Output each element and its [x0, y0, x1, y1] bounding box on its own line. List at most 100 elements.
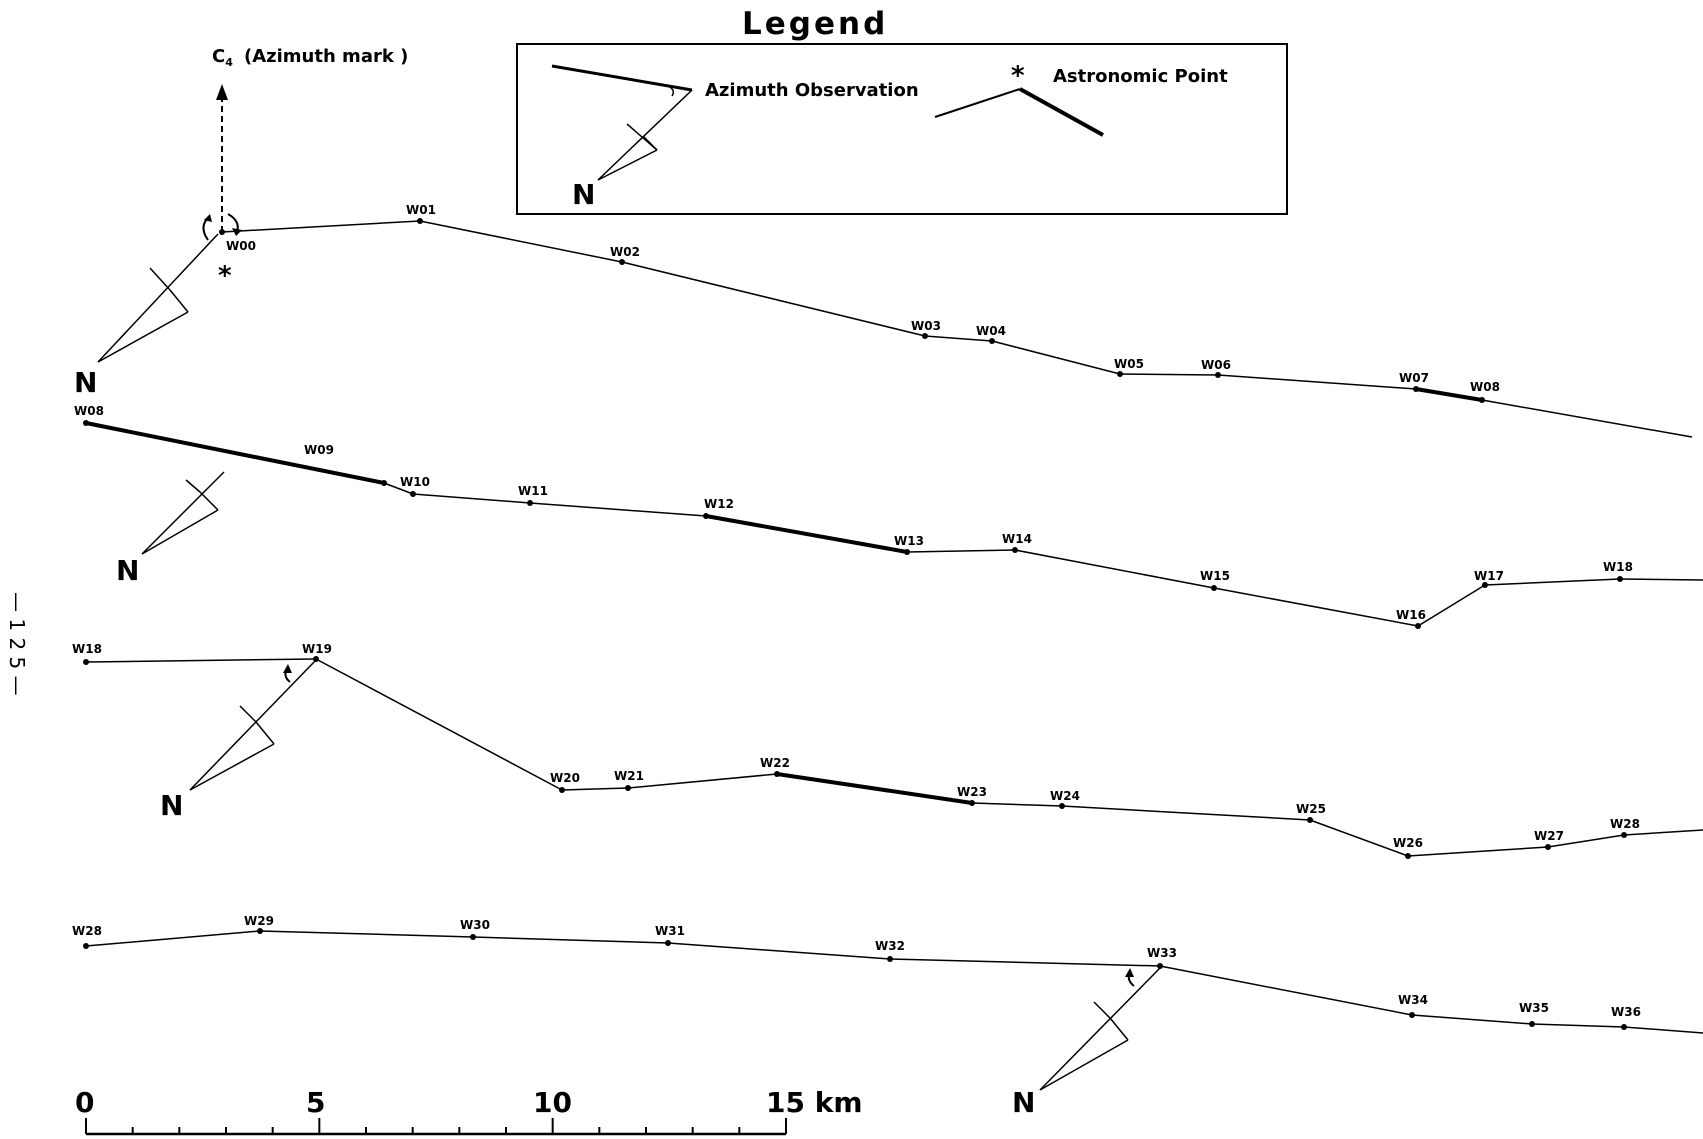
astronomic-point-symbol [934, 87, 1104, 137]
traverse-row-2: W08 W09 W10 W11 W12 W13 W14 W15 W16 W17 W18 [74, 404, 1703, 629]
azimuth-observation-symbol [551, 64, 693, 181]
traverse-segment [1061, 805, 1311, 821]
station-label: W08 [74, 404, 104, 418]
north-letter: N [160, 789, 183, 822]
north-letter: N [1012, 1086, 1035, 1119]
traverse-segment [1623, 1026, 1703, 1034]
legend-title: Legend [742, 6, 888, 42]
station-point [1621, 832, 1627, 838]
station-label: W15 [1200, 569, 1230, 583]
traverse-segment [85, 930, 261, 947]
station-point [774, 771, 780, 777]
page-number: — 1 2 5 — [5, 592, 29, 696]
station-point [1012, 547, 1018, 553]
station-label: W22 [760, 756, 790, 770]
station-point [1415, 623, 1421, 629]
traverse-segment [1213, 587, 1419, 627]
traverse-segment [667, 942, 891, 960]
scale-label-5: 5 [306, 1086, 325, 1119]
scale-bar: 0 5 10 15 km [75, 1086, 863, 1136]
station-label: W02 [610, 245, 640, 259]
arrow-icon [204, 214, 212, 222]
station-label: W31 [655, 924, 685, 938]
scale-label-0: 0 [75, 1086, 94, 1119]
station-point [1405, 853, 1411, 859]
station-point [887, 956, 893, 962]
station-label: W21 [614, 769, 644, 783]
traverse-segment [1531, 1023, 1625, 1028]
traverse-row-3: W18 W19 W20 W21 W22 W23 W24 W25 W26 W27 W28 [72, 642, 1703, 859]
traverse-segment [889, 958, 1161, 967]
station-point [1529, 1021, 1535, 1027]
station-label: W30 [460, 918, 490, 932]
station-label: W16 [1396, 608, 1426, 622]
station-point [1621, 1024, 1627, 1030]
traverse-segment [627, 773, 778, 789]
station-point [1117, 371, 1123, 377]
station-label: W28 [72, 924, 102, 938]
station-label: W29 [244, 914, 274, 928]
traverse-segment [906, 549, 1016, 553]
station-point [1479, 397, 1485, 403]
station-label: W19 [302, 642, 332, 656]
traverse-row-1: W00 W01 W02 W03 W04 W05 W06 W07 W08 [219, 203, 1693, 438]
traverse-segment [621, 261, 926, 337]
station-point [969, 800, 975, 806]
traverse-segment [1407, 846, 1549, 857]
arrow-icon [232, 228, 242, 236]
station-label: W01 [406, 203, 436, 217]
station-point [619, 259, 625, 265]
traverse-segment [1309, 819, 1409, 857]
scale-label-15: 15 km [766, 1086, 863, 1119]
station-point [1211, 585, 1217, 591]
traverse-segment [1417, 584, 1486, 627]
legend: Legend N Azimuth Observation * Astronomi… [516, 6, 1288, 215]
traverse-segment [315, 658, 563, 791]
station-point [703, 513, 709, 519]
azimuth-mark-letter: C4 [212, 46, 233, 69]
station-label: W27 [1534, 829, 1564, 843]
station-point [625, 785, 631, 791]
arrow-icon [283, 664, 292, 673]
station-label: W04 [976, 324, 1006, 338]
station-label: W34 [1398, 993, 1428, 1007]
arrow-icon [1125, 968, 1134, 977]
traverse-segment [1217, 374, 1417, 390]
traverse-segment [1415, 387, 1483, 402]
traverse-segment [1623, 829, 1703, 836]
station-label: W26 [1393, 836, 1423, 850]
traverse-segment [1014, 549, 1215, 589]
station-label: W28 [1610, 817, 1640, 831]
station-point [665, 940, 671, 946]
station-point [417, 218, 423, 224]
station-point [1157, 963, 1163, 969]
station-label: W07 [1399, 371, 1429, 385]
azimuth-mark: C4 (Azimuth mark ) * [202, 46, 408, 291]
traverse-segment [1547, 834, 1625, 848]
legend-astro-label: Astronomic Point [1053, 66, 1228, 87]
station-point [1413, 386, 1419, 392]
north-arrow-3 [189, 659, 317, 791]
station-point [922, 333, 928, 339]
station-point [1307, 817, 1313, 823]
station-label: W25 [1296, 802, 1326, 816]
traverse-segment [705, 514, 908, 554]
traverse-segment [221, 220, 421, 233]
traverse-segment [259, 930, 474, 938]
station-point [410, 491, 416, 497]
station-label: W36 [1611, 1005, 1641, 1019]
station-point [381, 480, 387, 486]
traverse-segment [529, 502, 707, 517]
station-label: W18 [72, 642, 102, 656]
station-label: W20 [550, 771, 580, 785]
legend-north-letter: N [572, 178, 595, 211]
legend-azimuth-label: Azimuth Observation [705, 80, 919, 101]
traverse-segment [1119, 373, 1219, 376]
station-label: W14 [1002, 532, 1032, 546]
station-label: W11 [518, 484, 548, 498]
scale-label-10: 10 [533, 1086, 572, 1119]
north-arrow-1 [97, 233, 219, 363]
traverse-segment [419, 220, 623, 263]
station-label: W09 [304, 443, 334, 457]
traverse-segment [383, 482, 414, 495]
